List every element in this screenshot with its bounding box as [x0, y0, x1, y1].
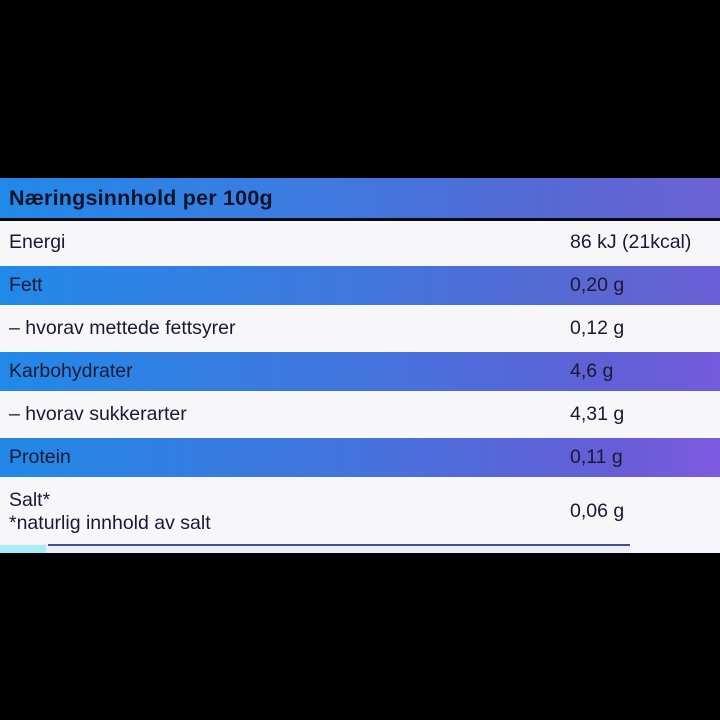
nutrition-row-fett: Fett 0,20 g: [0, 264, 720, 307]
nutrition-panel-header: Næringsinnhold per 100g: [0, 178, 720, 221]
row-value: 0,06 g: [570, 500, 625, 522]
nutrition-row-sukkerarter: – hvorav sukkerarter 4,31 g: [0, 393, 720, 436]
row-value: 0,20 g: [570, 274, 625, 296]
row-label: Protein: [9, 446, 71, 468]
salt-label: Salt*: [9, 488, 51, 511]
nutrition-row-protein: Protein 0,11 g: [0, 436, 720, 479]
row-label: – hvorav sukkerarter: [9, 403, 187, 425]
nutrition-row-mettede-fettsyrer: – hvorav mettede fettsyrer 0,12 g: [0, 307, 720, 350]
salt-footnote: *naturlig innhold av salt: [9, 511, 211, 534]
row-value: 86 kJ (21kcal): [570, 231, 692, 253]
nutrition-row-salt: Salt* *naturlig innhold av salt 0,06 g: [0, 479, 720, 544]
row-label: Karbohydrater: [9, 360, 133, 382]
strip-right-fragment: [630, 544, 720, 553]
row-label: Fett: [9, 274, 43, 296]
row-label: – hvorav mettede fettsyrer: [9, 317, 236, 339]
nutrition-row-karbohydrater: Karbohydrater 4,6 g: [0, 350, 720, 393]
cropped-next-section-edge: [0, 544, 720, 553]
row-label: Energi: [9, 231, 66, 253]
navy-border-fragment: [48, 544, 630, 546]
row-label: Salt* *naturlig innhold av salt: [9, 489, 570, 535]
row-value: 0,11 g: [570, 446, 623, 468]
row-value: 4,31 g: [570, 403, 625, 425]
nutrition-row-energi: Energi 86 kJ (21kcal): [0, 221, 720, 264]
panel-title: Næringsinnhold per 100g: [9, 185, 273, 210]
row-value: 0,12 g: [570, 317, 625, 339]
row-value: 4,6 g: [570, 360, 614, 382]
cyan-accent-fragment: [0, 545, 46, 553]
nutrition-panel: Næringsinnhold per 100g Energi 86 kJ (21…: [0, 178, 720, 553]
